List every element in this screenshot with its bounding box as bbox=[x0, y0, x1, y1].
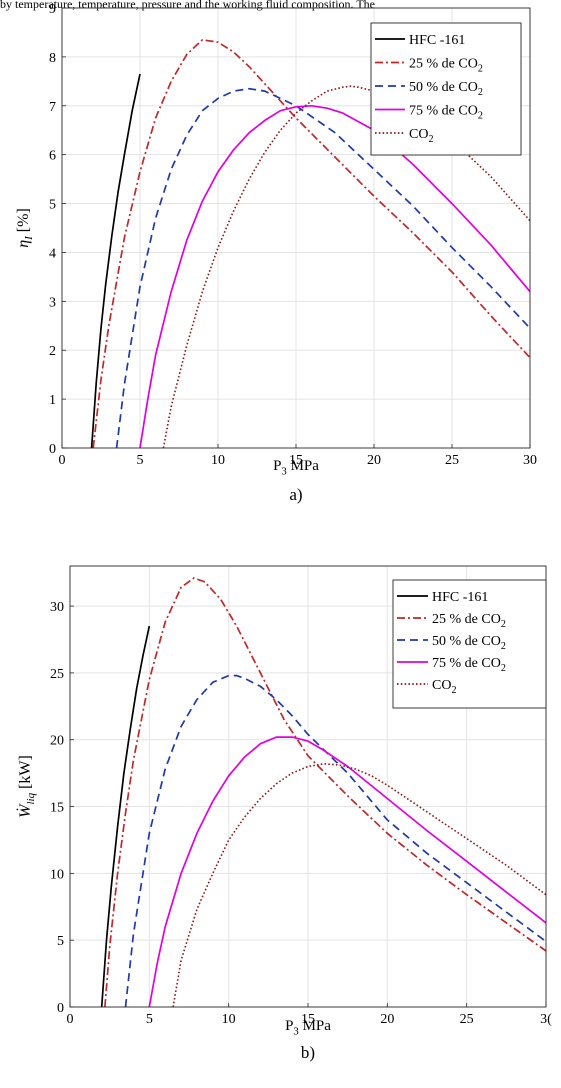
chart-a: 0 5 10 15 20 25 30 0 1 2 3 4 5 6 7 8 9 HFC -161 25 % de CO… bbox=[15, 2, 537, 504]
y-tick-label: 0 bbox=[49, 442, 56, 457]
series-line-5 bbox=[172, 762, 547, 1008]
x-tick-label: 20 bbox=[367, 453, 381, 468]
series-line-3 bbox=[115, 87, 531, 449]
y-tick-label: 4 bbox=[49, 246, 56, 261]
series-line-4 bbox=[139, 104, 531, 449]
y-tick-label: 6 bbox=[49, 149, 56, 164]
y-tick-label: 5 bbox=[49, 198, 56, 213]
y-tick-label: 15 bbox=[50, 801, 64, 816]
panel-label: b) bbox=[301, 1043, 315, 1062]
x-tick-label: 15 bbox=[301, 1012, 315, 1027]
y-tick-label: 0 bbox=[57, 1001, 64, 1016]
figure-caption-top: by temperature, temperature, pressure an… bbox=[0, 0, 375, 11]
y-tick-label: 5 bbox=[57, 934, 64, 949]
y-tick-label: 9 bbox=[49, 2, 56, 17]
legend-box bbox=[370, 22, 522, 156]
series-line-2 bbox=[92, 38, 531, 449]
y-axis-label: Ẇliq [kW] bbox=[16, 755, 37, 818]
y-tick-label: 8 bbox=[49, 51, 56, 66]
x-tick-label: 3( bbox=[540, 1012, 552, 1027]
legend-entry-2: 25 % de CO2 bbox=[432, 612, 506, 630]
plot-frame bbox=[61, 7, 531, 449]
series-line-1 bbox=[100, 625, 151, 1008]
x-tick-label: 5 bbox=[146, 1012, 153, 1027]
x-tick-label: 20 bbox=[380, 1012, 394, 1027]
series-line-3 bbox=[124, 674, 547, 1008]
x-tick-label: 5 bbox=[137, 453, 144, 468]
legend-entry-3: 50 % de CO2 bbox=[432, 634, 506, 652]
x-tick-label: 30 bbox=[523, 453, 537, 468]
x-tick-label: 10 bbox=[222, 1012, 236, 1027]
y-tick-label: 7 bbox=[49, 100, 56, 115]
legend: HFC -161 25 % de CO2 50 % de CO2 75 % de CO… bbox=[370, 22, 522, 156]
legend-entry-3: 50 % de CO2 bbox=[409, 80, 483, 98]
legend-entry-5: CO2 bbox=[432, 678, 457, 696]
y-tick-label: 25 bbox=[50, 667, 64, 682]
x-tick-label: 10 bbox=[211, 453, 225, 468]
series-line-2 bbox=[104, 577, 547, 1008]
y-tick-label: 3 bbox=[49, 295, 56, 310]
y-tick-label: 2 bbox=[49, 344, 56, 359]
legend-entry-2: 25 % de CO2 bbox=[409, 57, 483, 75]
legend-entry-5: CO2 bbox=[409, 127, 434, 145]
y-tick-label: 10 bbox=[50, 867, 64, 882]
x-tick-label: 0 bbox=[59, 453, 66, 468]
legend-entry-4: 75 % de CO2 bbox=[409, 104, 483, 122]
panel-label: a) bbox=[289, 485, 302, 504]
legend-box bbox=[392, 579, 547, 709]
y-tick-label: 20 bbox=[50, 734, 64, 749]
x-tick-label: 0 bbox=[67, 1012, 74, 1027]
plot-frame bbox=[69, 565, 547, 1008]
y-tick-label: 1 bbox=[49, 393, 56, 408]
x-axis-label: P3 MPa bbox=[285, 1018, 331, 1038]
legend-entry-1: HFC -161 bbox=[432, 590, 488, 605]
series-line-4 bbox=[148, 736, 547, 1008]
x-tick-label: 15 bbox=[289, 453, 303, 468]
legend-entry-4: 75 % de CO2 bbox=[432, 656, 506, 674]
y-axis-label: ηI [%] bbox=[15, 208, 35, 248]
chart-b: 0 5 10 15 20 25 3( 0 5 10 15 20 25 30 HFC -161 25 % de … bbox=[16, 565, 552, 1062]
legend: HFC -161 25 % de CO2 50 % de CO2 75 % de CO… bbox=[392, 579, 547, 709]
series-line-1 bbox=[90, 73, 141, 449]
x-tick-label: 25 bbox=[445, 453, 459, 468]
x-axis-label: P3 MPa bbox=[273, 458, 319, 478]
y-tick-label: 30 bbox=[50, 600, 64, 615]
x-tick-label: 25 bbox=[460, 1012, 474, 1027]
legend-entry-1: HFC -161 bbox=[409, 33, 465, 48]
